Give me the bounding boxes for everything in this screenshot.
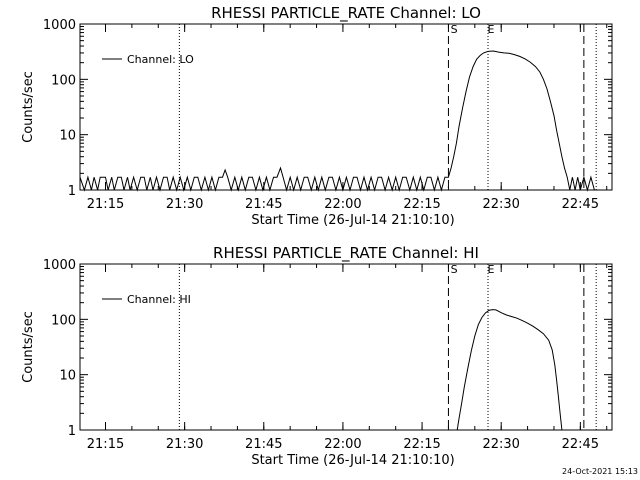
y-tick-label: 100 — [51, 313, 76, 328]
y-axis-label: Counts/sec — [21, 71, 36, 143]
x-tick-label: 22:00 — [324, 197, 361, 212]
y-tick-label: 1000 — [43, 18, 76, 33]
x-tick-label: 22:45 — [562, 197, 599, 212]
x-tick-label: 21:15 — [87, 437, 124, 452]
x-tick-label: 21:30 — [166, 437, 203, 452]
y-tick-label: 1 — [68, 424, 76, 439]
marker-label-s: S — [451, 23, 458, 36]
plot-frame — [79, 23, 613, 191]
marker-label-e: E — [488, 263, 495, 276]
y-tick-label: 10 — [59, 369, 76, 384]
x-tick-label: 22:30 — [482, 437, 519, 452]
y-tick-label: 1000 — [43, 258, 76, 273]
x-axis-label: Start Time (26-Jul-14 21:10:10) — [251, 453, 454, 468]
x-tick-label: 21:45 — [245, 197, 282, 212]
legend-label: Channel: LO — [127, 53, 194, 66]
x-tick-label: 22:15 — [403, 437, 440, 452]
y-axis-label: Counts/sec — [21, 311, 36, 383]
series-line-0 — [456, 309, 563, 431]
chart-panel-0: RHESSI PARTICLE_RATE Channel: LO 1 10 100 10… — [21, 4, 613, 228]
timestamp: 24-Oct-2021 15:13 — [562, 467, 638, 476]
marker-label-e: E — [488, 23, 495, 36]
x-tick-label: 22:15 — [403, 197, 440, 212]
x-tick-label: 22:00 — [324, 437, 361, 452]
x-tick-label: 22:45 — [562, 437, 599, 452]
y-tick-label: 100 — [51, 73, 76, 88]
series-line-0 — [79, 50, 595, 192]
marker-label-s: S — [451, 263, 458, 276]
x-axis-label: Start Time (26-Jul-14 21:10:10) — [251, 213, 454, 228]
x-tick-label: 21:45 — [245, 437, 282, 452]
legend-label: Channel: HI — [127, 293, 191, 306]
y-tick-label: 1 — [68, 184, 76, 199]
chart-title: RHESSI PARTICLE_RATE Channel: HI — [213, 244, 479, 263]
x-tick-label: 21:30 — [166, 197, 203, 212]
y-tick-label: 10 — [59, 129, 76, 144]
x-tick-label: 21:15 — [87, 197, 124, 212]
x-tick-label: 22:30 — [482, 197, 519, 212]
plot-frame — [79, 263, 613, 431]
chart-panel-1: RHESSI PARTICLE_RATE Channel: HI 1 10 100 10… — [21, 244, 613, 468]
chart-title: RHESSI PARTICLE_RATE Channel: LO — [211, 4, 481, 23]
